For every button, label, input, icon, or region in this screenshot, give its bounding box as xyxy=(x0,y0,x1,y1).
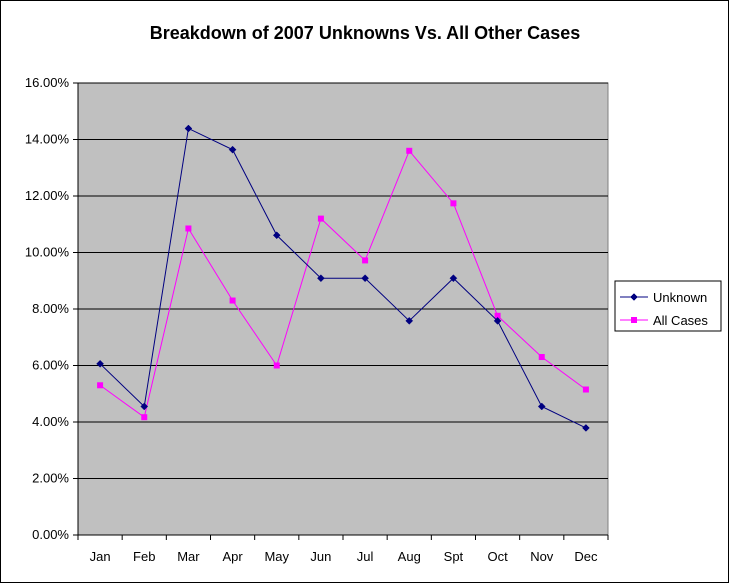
series-all-cases xyxy=(97,147,589,421)
all-cases-point xyxy=(141,414,148,421)
x-tick-label: Dec xyxy=(574,549,598,564)
unknown-point xyxy=(405,317,414,325)
x-tick-label: May xyxy=(264,549,289,564)
unknown-point xyxy=(272,231,281,240)
all-cases-point xyxy=(229,297,236,304)
chart-title: Breakdown of 2007 Unknowns Vs. All Other… xyxy=(150,23,580,43)
series-unknown xyxy=(96,124,590,432)
y-tick-label: 16.00% xyxy=(25,75,70,90)
y-tick-label: 2.00% xyxy=(32,471,69,486)
all-cases-point xyxy=(97,382,104,389)
all-cases-point xyxy=(317,215,324,222)
series-line-unknown xyxy=(99,127,587,429)
unknown-point xyxy=(449,274,458,283)
unknown-point xyxy=(493,317,502,325)
x-tick-label: Jul xyxy=(357,549,374,564)
all-cases-point xyxy=(362,257,369,264)
y-tick-label: 4.00% xyxy=(32,414,69,429)
all-cases-point xyxy=(273,362,280,369)
unknown-point xyxy=(184,124,193,133)
unknown-point xyxy=(537,402,546,411)
unknown-point xyxy=(96,359,104,368)
unknown-point xyxy=(582,424,590,432)
gridlines xyxy=(78,82,608,479)
axes: 0.00% 2.00% 4.00% 6.00% 8.00% 10.00% 12.00% 14.… xyxy=(25,75,609,564)
y-tick-label: 10.00% xyxy=(25,245,70,260)
x-tick-label: Mar xyxy=(177,549,200,564)
unknown-point xyxy=(361,274,369,283)
legend: Unknown All Cases xyxy=(614,280,722,332)
all-cases-point xyxy=(450,200,457,207)
legend-label: All Cases xyxy=(653,313,708,328)
legend-item-all-cases: All Cases xyxy=(620,313,708,328)
legend-label: Unknown xyxy=(653,290,707,305)
y-tick-label: 14.00% xyxy=(25,132,70,147)
all-cases-point xyxy=(538,354,545,361)
x-tick-label: Feb xyxy=(133,549,155,564)
series-line-all-cases xyxy=(99,149,587,419)
x-tick-label: Jun xyxy=(310,549,331,564)
series-layer xyxy=(96,124,590,432)
x-tick-label: Jan xyxy=(90,549,111,564)
all-cases-point xyxy=(185,225,192,232)
legend-item-unknown: Unknown xyxy=(620,290,707,305)
y-tick-label: 0.00% xyxy=(32,527,69,542)
all-cases-point xyxy=(406,147,413,154)
x-tick-label: Aug xyxy=(398,549,421,564)
unknown-point xyxy=(228,145,237,154)
y-tick-label: 6.00% xyxy=(32,358,69,373)
y-tick-label: 12.00% xyxy=(25,188,70,203)
all-cases-point xyxy=(582,386,589,393)
x-tick-label: Nov xyxy=(530,549,554,564)
legend-unknown-point xyxy=(630,293,638,301)
x-tick-label: Apr xyxy=(222,549,243,564)
legend-all-cases-point xyxy=(631,317,637,323)
x-tick-label: Oct xyxy=(487,549,508,564)
unknown-point xyxy=(317,274,325,283)
unknown-point xyxy=(140,402,149,411)
all-cases-point xyxy=(494,312,501,319)
x-tick-label: Spt xyxy=(444,549,464,564)
y-tick-label: 8.00% xyxy=(32,301,69,316)
